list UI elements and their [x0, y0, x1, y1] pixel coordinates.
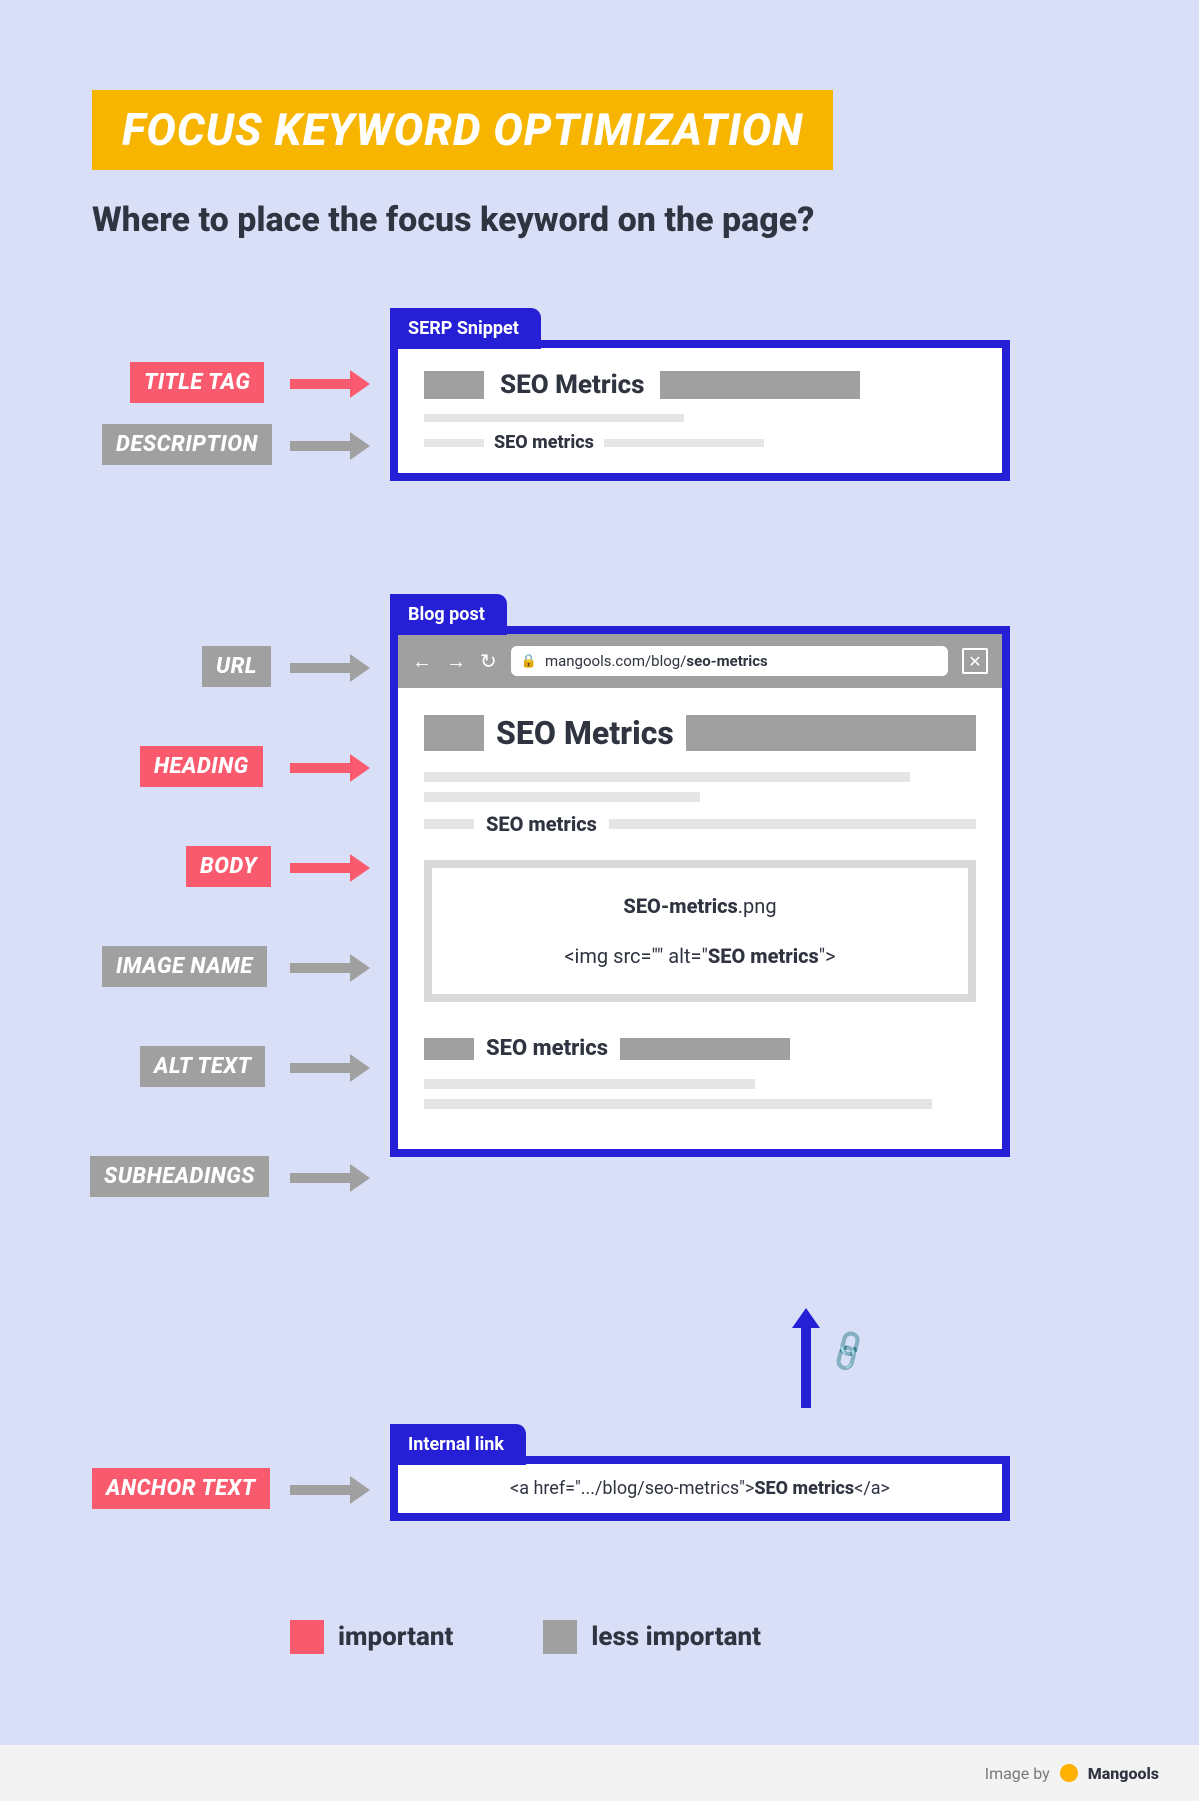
legend: important less important	[290, 1620, 761, 1654]
alt-keyword: SEO metrics	[708, 944, 819, 968]
url-keyword: seo-metrics	[686, 652, 767, 670]
brand-dot-icon	[1060, 1764, 1078, 1782]
infographic-canvas: FOCUS KEYWORD OPTIMIZATION Where to plac…	[0, 0, 1199, 1801]
tag-alt-text: ALT TEXT	[140, 1046, 265, 1087]
arrow-title-tag	[290, 378, 370, 390]
close-icon: ✕	[962, 648, 988, 674]
link-icon: 🔗	[824, 1327, 874, 1376]
image-filename-keyword: SEO-metrics	[623, 894, 737, 918]
footer-imageby: Image by	[985, 1764, 1050, 1783]
anchor-code-suffix: </a>	[854, 1478, 890, 1499]
back-icon: ←	[412, 649, 432, 674]
blog-heading-keyword: SEO Metrics	[496, 714, 674, 752]
legend-label-less-important: less important	[591, 1622, 761, 1652]
arrow-body	[290, 862, 370, 874]
footer-brand: Mangools	[1088, 1764, 1159, 1783]
lock-icon: 🔒	[521, 654, 537, 669]
url-bar: 🔒 mangools.com/blog/seo-metrics	[511, 646, 948, 676]
alt-code-suffix: ">	[819, 944, 836, 968]
tag-title-tag: TITLE TAG	[130, 362, 264, 403]
internal-link-box: Internal link <a href=".../blog/seo-metr…	[390, 1456, 1010, 1521]
blog-body-keyword: SEO metrics	[486, 812, 597, 836]
forward-icon: →	[446, 649, 466, 674]
image-box: SEO-metrics.png <img src="" alt="SEO met…	[424, 860, 976, 1002]
reload-icon: ↻	[480, 649, 497, 673]
arrow-anchor-text	[290, 1484, 370, 1496]
arrow-heading	[290, 762, 370, 774]
arrow-image-name	[290, 962, 370, 974]
serp-tab-label: SERP Snippet	[390, 308, 541, 349]
snippet-desc-keyword: SEO metrics	[494, 432, 594, 453]
legend-label-important: important	[338, 1622, 453, 1652]
arrow-alt-text	[290, 1062, 370, 1074]
tag-anchor-text: ANCHOR TEXT	[92, 1468, 270, 1509]
arrow-description	[290, 440, 370, 452]
main-title-banner: FOCUS KEYWORD OPTIMIZATION	[92, 90, 833, 170]
tag-image-name: IMAGE NAME	[102, 946, 267, 987]
tag-description: DESCRIPTION	[102, 424, 272, 465]
anchor-code-prefix: <a href=".../blog/seo-metrics">	[510, 1478, 754, 1499]
arrow-subheadings	[290, 1172, 370, 1184]
link-tab-label: Internal link	[390, 1424, 526, 1465]
arrow-url	[290, 662, 370, 674]
blog-post-box: Blog post ← → ↻ 🔒 mangools.com/blog/seo-…	[390, 626, 1010, 1157]
legend-swatch-important	[290, 1620, 324, 1654]
snippet-title-keyword: SEO Metrics	[494, 370, 650, 400]
alt-code-prefix: <img src="" alt="	[564, 944, 708, 968]
subtitle: Where to place the focus keyword on the …	[92, 200, 814, 240]
legend-swatch-less-important	[543, 1620, 577, 1654]
footer: Image by Mangools	[0, 1745, 1199, 1801]
tag-heading: HEADING	[140, 746, 263, 787]
image-filename-ext: .png	[738, 894, 777, 918]
subheading-keyword: SEO metrics	[486, 1036, 608, 1061]
anchor-keyword: SEO metrics	[754, 1478, 854, 1499]
browser-toolbar: ← → ↻ 🔒 mangools.com/blog/seo-metrics ✕	[398, 634, 1002, 688]
up-arrow	[800, 1308, 812, 1408]
tag-url: URL	[202, 646, 271, 687]
tag-body: BODY	[186, 846, 271, 887]
serp-snippet-box: SERP Snippet SEO Metrics SEO metrics	[390, 340, 1010, 481]
url-prefix: mangools.com/blog/	[545, 652, 686, 670]
blog-tab-label: Blog post	[390, 594, 507, 635]
tag-subheadings: SUBHEADINGS	[90, 1156, 269, 1197]
